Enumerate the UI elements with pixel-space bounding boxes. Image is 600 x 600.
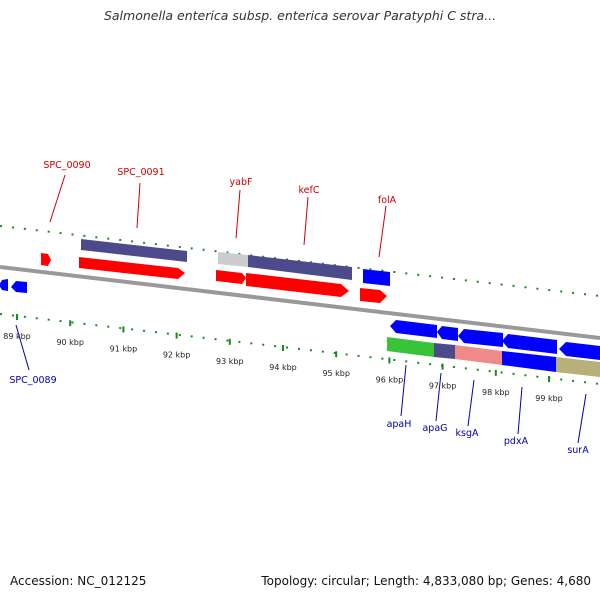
label-apah[interactable]: apaH — [387, 419, 412, 430]
gene-yabf-feature[interactable] — [218, 252, 248, 267]
gene-fola-arrow[interactable] — [360, 288, 387, 303]
gene-apag-arrow[interactable] — [437, 326, 458, 341]
label-apag[interactable]: apaG — [422, 423, 447, 434]
label-spc-0089[interactable]: SPC_0089 — [9, 375, 56, 386]
gene-kefc-arrow[interactable] — [246, 273, 349, 297]
gene-sura-arrow[interactable] — [559, 342, 600, 360]
label-sura[interactable]: surA — [567, 445, 589, 456]
gene-apah-arrow[interactable] — [390, 320, 437, 338]
map-title: Salmonella enterica subsp. enterica sero… — [103, 8, 497, 23]
gene-spc-0089-arrow-a[interactable] — [0, 279, 8, 291]
scale-tick-label: 89 kbp — [3, 332, 31, 341]
feature-apag-purple[interactable] — [434, 343, 455, 359]
label-leaders — [15, 174, 587, 444]
gene-labels-top: SPC_0090 SPC_0091 yabF kefC folA — [43, 160, 396, 206]
label-fola[interactable]: folA — [378, 195, 397, 206]
gene-fola-feature[interactable] — [363, 269, 390, 286]
scale-tick-label: 90 kbp — [56, 338, 84, 347]
scale-tick-label: 91 kbp — [110, 344, 138, 353]
gene-spc-0089-arrow-b[interactable] — [11, 281, 27, 293]
gene-yabf-arrow[interactable] — [216, 270, 246, 284]
label-spc-0091[interactable]: SPC_0091 — [117, 167, 164, 178]
reverse-features — [0, 279, 600, 377]
scale-tick-label: 98 kbp — [482, 388, 510, 397]
label-ksga[interactable]: ksgA — [456, 428, 479, 439]
accession-text: Accession: NC_012125 — [10, 574, 147, 588]
feature-sura-olive[interactable] — [556, 357, 600, 377]
scale-tick-label: 97 kbp — [429, 382, 457, 391]
gene-kefc-feature[interactable] — [248, 255, 352, 280]
gene-spc-0091-feature[interactable] — [81, 239, 187, 262]
gene-pdxa-arrow[interactable] — [502, 334, 557, 354]
gene-labels-bottom: SPC_0089 apaH apaG ksgA pdxA surA — [9, 375, 589, 456]
forward-features — [41, 239, 390, 303]
gene-spc-0090-arrow[interactable] — [41, 253, 51, 266]
gene-spc-0091-arrow[interactable] — [79, 257, 185, 279]
chromosome-backbone — [0, 265, 600, 340]
scale-tick-label: 92 kbp — [163, 351, 191, 360]
scale-tick-label: 99 kbp — [535, 394, 563, 403]
scale-tick-label: 93 kbp — [216, 357, 244, 366]
reverse-scale-track — [0, 313, 600, 385]
scale-tick-label: 94 kbp — [269, 363, 297, 372]
feature-pdxa-blue[interactable] — [502, 351, 556, 372]
topology-info: Topology: circular; Length: 4,833,080 bp… — [261, 574, 591, 588]
scale-tick-label: 96 kbp — [376, 375, 404, 384]
feature-ksga-pink[interactable] — [455, 345, 502, 365]
label-kefc[interactable]: kefC — [299, 185, 320, 196]
gene-ksga-arrow[interactable] — [458, 329, 503, 347]
label-spc-0090[interactable]: SPC_0090 — [43, 160, 90, 171]
label-yabf[interactable]: yabF — [230, 177, 253, 188]
feature-apah-green[interactable] — [387, 337, 434, 357]
label-pdxa[interactable]: pdxA — [504, 436, 529, 447]
scale-tick-label: 95 kbp — [322, 369, 350, 378]
